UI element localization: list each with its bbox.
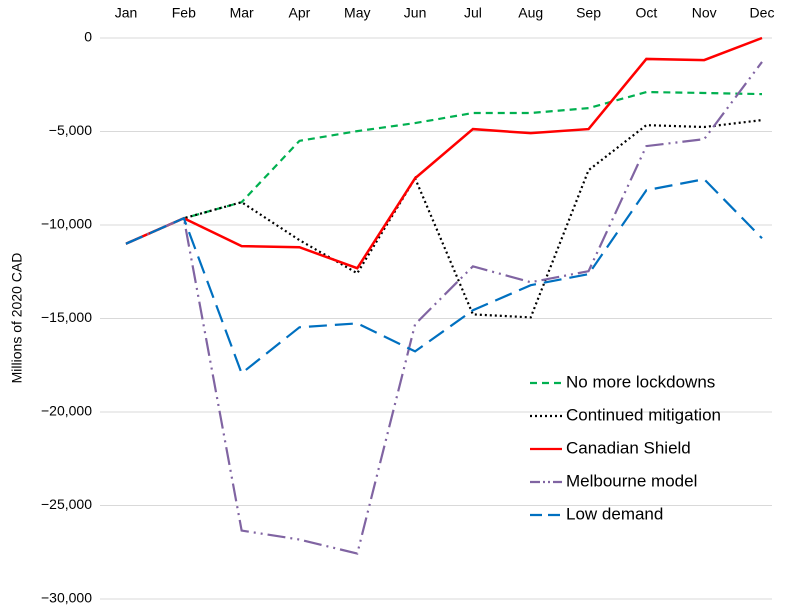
legend-label: Low demand: [566, 504, 663, 523]
series-line: [125, 61, 763, 555]
legend-label: Continued mitigation: [566, 405, 721, 424]
series-line: [125, 90, 763, 245]
x-tick-label: Feb: [172, 5, 196, 21]
series-line: [125, 177, 763, 376]
series-line: [125, 119, 763, 319]
x-tick-label: Nov: [692, 5, 717, 21]
x-tick-label: Sep: [576, 5, 601, 21]
y-tick-label: 0: [84, 29, 92, 45]
y-tick-label: −15,000: [41, 309, 92, 325]
x-tick-label: Jan: [115, 5, 138, 21]
legend-label: Melbourne model: [566, 471, 697, 490]
y-axis-title: Millions of 2020 CAD: [9, 253, 25, 384]
x-tick-label: May: [344, 5, 370, 21]
x-tick-label: Jul: [464, 5, 482, 21]
x-tick-label: Dec: [750, 5, 775, 21]
x-tick-label: Apr: [289, 5, 311, 21]
x-tick-label: Jun: [404, 5, 427, 21]
x-tick-label: Oct: [635, 5, 657, 21]
y-tick-label: −10,000: [41, 216, 92, 232]
y-tick-label: −30,000: [41, 590, 92, 606]
y-tick-label: −25,000: [41, 496, 92, 512]
x-tick-label: Aug: [518, 5, 543, 21]
series-line: [125, 36, 763, 270]
x-tick-label: Mar: [230, 5, 254, 21]
y-tick-label: −5,000: [49, 122, 92, 138]
legend-label: Canadian Shield: [566, 438, 691, 457]
y-tick-label: −20,000: [41, 403, 92, 419]
legend-label: No more lockdowns: [566, 372, 715, 391]
